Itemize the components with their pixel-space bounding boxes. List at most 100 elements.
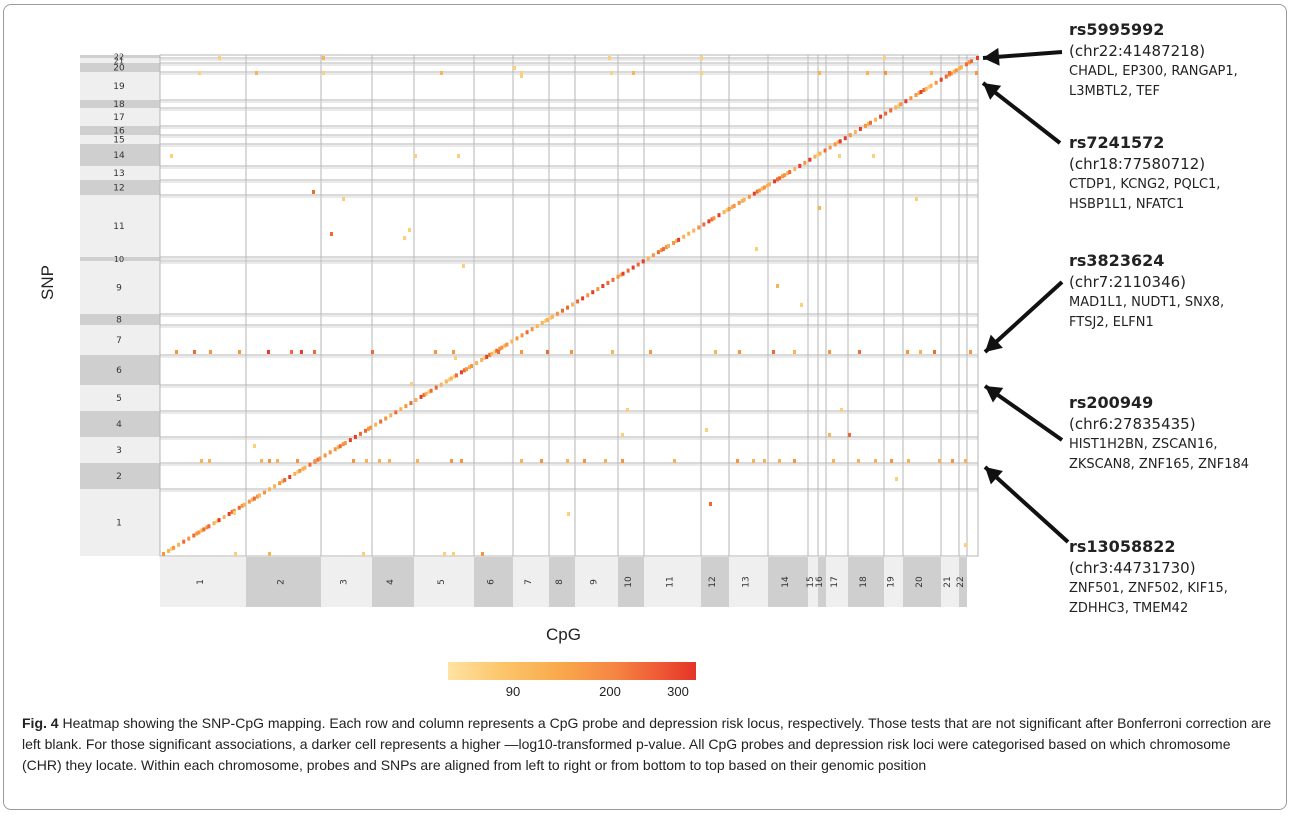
annotation-position: (chr6:27835435)	[1069, 415, 1196, 433]
annotation-rs13058822: rs13058822 (chr3:44731730) ZNF501, ZNF50…	[1069, 537, 1228, 619]
heatmap-cell	[513, 66, 516, 70]
heatmap-cell	[341, 442, 345, 447]
heatmap-cell	[358, 431, 362, 436]
annotation-rsid: rs7241572	[1069, 133, 1165, 152]
heatmap-cell	[828, 433, 831, 437]
heatmap-cell	[452, 350, 455, 354]
heatmap-cell	[656, 250, 660, 255]
heatmap-cell	[677, 237, 681, 242]
heatmap-cell	[276, 459, 279, 463]
heatmap-cell	[371, 350, 374, 354]
heatmap-cell	[626, 408, 629, 412]
heatmap-cell	[255, 71, 258, 75]
heatmap-cell	[364, 428, 367, 433]
heatmap-cell	[914, 93, 918, 98]
colorbar-tick: 300	[667, 684, 689, 699]
heatmap-cell	[555, 311, 559, 316]
heatmap-cell	[833, 142, 837, 147]
plot-border	[159, 54, 979, 557]
heatmap-cell	[897, 103, 901, 108]
row-band	[80, 411, 160, 437]
heatmap-cell	[260, 459, 263, 463]
heatmap-cell	[515, 336, 519, 341]
figure-caption: Fig. 4 Heatmap showing the SNP-CpG mappi…	[22, 713, 1272, 776]
x-axis-label: CpG	[546, 625, 581, 644]
heatmap-cell	[889, 108, 893, 113]
heatmap-cell	[520, 350, 523, 354]
arrow-head	[985, 386, 1004, 403]
y-tick-label: 12	[113, 184, 124, 194]
heatmap-cell	[550, 314, 554, 319]
x-tick-label: 12	[708, 576, 718, 587]
heatmap-cell	[933, 350, 936, 354]
column-band	[701, 557, 729, 607]
heatmap-cell	[237, 505, 241, 510]
heatmap-cell	[664, 245, 668, 250]
heatmap-cell	[399, 407, 403, 412]
heatmap-cell	[944, 74, 948, 79]
heatmap-cell	[709, 502, 712, 506]
heatmap-cell	[283, 478, 287, 483]
heatmap-cell	[760, 186, 764, 191]
heatmap-cell	[336, 445, 340, 450]
row-band	[80, 135, 160, 144]
heatmap-cell	[737, 200, 741, 205]
heatmap-cell	[604, 459, 607, 463]
column-band	[513, 557, 549, 607]
row-band	[80, 100, 160, 108]
heatmap-cell	[752, 191, 756, 196]
heatmap-cell	[840, 408, 843, 412]
heatmap-cell	[608, 56, 611, 60]
figure-caption-text: Heatmap showing the SNP-CpG mapping. Eac…	[22, 715, 1272, 773]
color-legend: 90 200 300	[448, 662, 696, 699]
heatmap-cell	[414, 398, 418, 402]
heatmap-cell	[954, 68, 958, 73]
x-tick-label: 9	[590, 579, 600, 585]
heatmap-cell	[253, 444, 256, 448]
heatmap-cell	[457, 154, 460, 158]
heatmap-cell	[439, 382, 443, 387]
heatmap-cell	[975, 71, 978, 75]
figure-frame	[3, 4, 1287, 810]
row-band	[80, 355, 160, 385]
y-tick-label: 14	[113, 151, 125, 161]
heatmap-cell	[722, 210, 726, 215]
heatmap-cell	[379, 419, 383, 424]
heatmap-cell	[813, 154, 817, 159]
heatmap-cell	[447, 377, 451, 382]
heatmap-cell	[929, 83, 933, 88]
heatmap-cell	[497, 350, 500, 354]
y-tick-label: 17	[113, 113, 124, 123]
x-tick-label: 5	[437, 579, 447, 585]
heatmap-cell	[798, 163, 802, 168]
heatmap-cell	[322, 56, 325, 60]
heatmap-cell	[296, 469, 300, 474]
heatmap-cell	[740, 198, 744, 203]
heatmap-cell	[747, 194, 751, 199]
column-band	[826, 557, 848, 607]
heatmap-cell	[175, 350, 178, 354]
heatmap-cell	[874, 117, 878, 122]
heatmap-cell	[673, 459, 676, 463]
row-band	[80, 166, 160, 180]
row-band	[80, 385, 160, 411]
x-tick-label: 15	[806, 576, 816, 587]
heatmap-cell	[692, 228, 696, 233]
heatmap-cell	[217, 518, 221, 523]
heatmap-cell	[661, 247, 665, 252]
row-band	[80, 180, 160, 195]
column-band	[768, 557, 808, 607]
heatmap-cell	[707, 219, 711, 224]
row-band	[80, 126, 160, 135]
heatmap-cell	[462, 264, 465, 268]
heatmap-cell	[170, 154, 173, 158]
annotation-rsid: rs5995992	[1069, 20, 1165, 39]
heatmap-cell	[951, 459, 954, 463]
heatmap-cell	[832, 459, 835, 463]
row-band	[80, 55, 160, 58]
annotation-position: (chr7:2110346)	[1069, 273, 1187, 291]
heatmap-cell	[866, 71, 869, 75]
heatmap-cell	[793, 350, 796, 354]
heatmap-cell	[414, 154, 417, 158]
colorbar-tick: 90	[505, 684, 521, 699]
